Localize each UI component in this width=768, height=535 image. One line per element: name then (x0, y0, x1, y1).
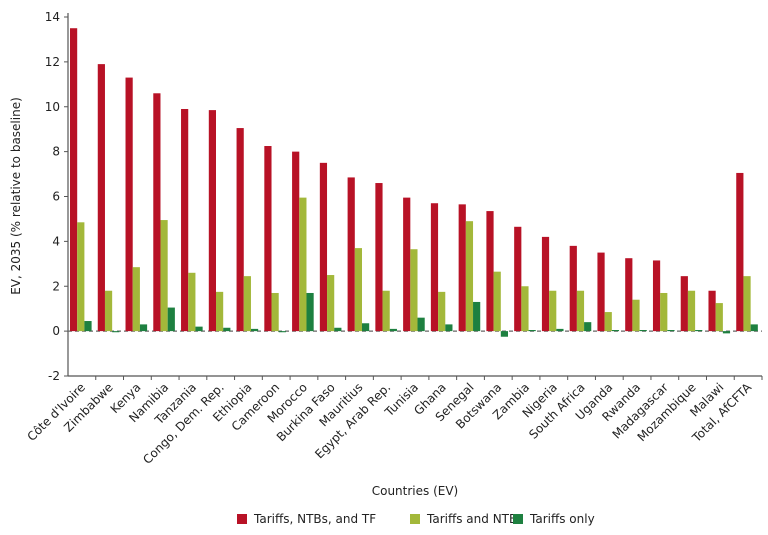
bar (181, 108, 189, 332)
y-tick-label: 8 (52, 145, 60, 159)
bar (695, 330, 703, 332)
bar (84, 321, 92, 332)
bar (375, 183, 383, 332)
x-axis-label: Countries (EV) (372, 484, 459, 498)
bar (236, 128, 244, 332)
bar (687, 290, 696, 332)
legend-swatch (513, 514, 523, 524)
bar (243, 276, 251, 332)
bar (722, 331, 731, 334)
bar (743, 276, 751, 332)
y-tick-label: 10 (45, 100, 60, 114)
bar (216, 291, 224, 332)
bar (465, 221, 474, 332)
bar (70, 28, 78, 332)
bar (403, 197, 411, 332)
bar (611, 330, 620, 332)
bar (549, 290, 557, 332)
bar (208, 110, 216, 332)
bar (493, 271, 501, 332)
bar (736, 172, 744, 332)
bar (362, 323, 370, 332)
bar (528, 330, 536, 332)
bar (160, 220, 168, 332)
bar (430, 203, 439, 332)
bar (715, 303, 723, 332)
bar (271, 292, 279, 332)
bar (167, 307, 175, 332)
bar (660, 292, 668, 332)
bar (292, 151, 300, 332)
legend: Tariffs, NTBs, and TF Tariffs and NTBs Tar… (237, 512, 595, 526)
bar (417, 317, 425, 332)
bar (195, 326, 203, 332)
bar (153, 93, 161, 332)
y-tick-label: 6 (52, 190, 60, 204)
bar (188, 272, 196, 332)
y-tick-label: 12 (45, 55, 60, 69)
y-tick-label: 14 (45, 10, 60, 24)
bar (680, 276, 688, 332)
bar (541, 236, 550, 332)
bar (104, 290, 113, 332)
bar (250, 328, 259, 332)
bar (639, 330, 647, 332)
bar (299, 197, 307, 332)
bar (354, 248, 362, 332)
y-axis-label: EV, 2035 (% relative to baseline) (9, 97, 23, 295)
bar (708, 290, 716, 332)
bar (410, 249, 418, 332)
bar (667, 330, 675, 332)
legend-label: Tariffs and NTBs (426, 512, 523, 526)
bar (132, 267, 140, 332)
bar (319, 162, 328, 332)
y-tick-label: 4 (52, 234, 60, 248)
bar (597, 252, 605, 332)
bar (112, 331, 120, 333)
bar (500, 331, 508, 337)
bar (306, 292, 314, 332)
bar (438, 291, 446, 332)
bar (569, 245, 577, 332)
bar (445, 324, 453, 332)
bar (604, 312, 612, 332)
bar (625, 258, 633, 332)
bar (389, 328, 397, 332)
bar (750, 324, 758, 332)
bar (514, 226, 522, 332)
bar (486, 211, 494, 332)
bar (97, 64, 105, 332)
bar (556, 328, 564, 332)
bar (652, 260, 661, 332)
bar (458, 204, 466, 332)
bar (223, 327, 231, 332)
legend-swatch (410, 514, 420, 524)
legend-label: Tariffs only (529, 512, 595, 526)
y-tick-label: 2 (52, 279, 60, 293)
legend-label: Tariffs, NTBs, and TF (253, 512, 376, 526)
bar (125, 77, 133, 332)
bar (521, 286, 529, 332)
y-tick-label: 0 (52, 324, 60, 338)
bar (139, 324, 148, 332)
bar (77, 222, 85, 332)
bar (576, 290, 585, 332)
bar (264, 146, 272, 332)
bar (334, 327, 342, 332)
bar (584, 322, 592, 332)
legend-swatch (237, 514, 247, 524)
bar (382, 290, 390, 332)
bar (473, 301, 481, 332)
bar (327, 275, 335, 332)
y-tick-label: -2 (48, 369, 60, 383)
bar (278, 331, 286, 333)
bar (632, 299, 640, 332)
bar (347, 177, 355, 332)
